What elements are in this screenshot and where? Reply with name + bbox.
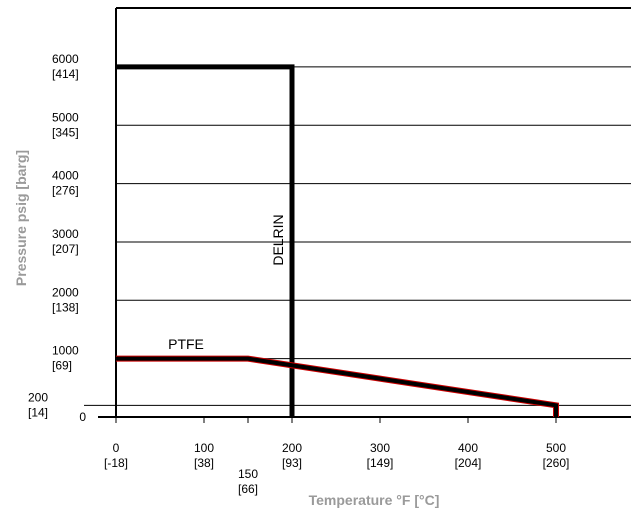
tick-labels: 0[-18]100[38]150[66]200[93]300[149]400[2… — [28, 52, 569, 496]
grid-lines — [84, 66, 631, 406]
x-tick-label-100: 100 — [194, 441, 214, 455]
x-tick-label-300: 300 — [370, 441, 390, 455]
y-tick-sublabel-200: [14] — [28, 405, 48, 419]
series-lines — [116, 64, 559, 417]
y-tick-sublabel-5000: [345] — [52, 125, 79, 139]
y-axis-title: Pressure psig [barg] — [13, 150, 29, 286]
y-tick-label-1000: 1000 — [52, 344, 79, 358]
y-tick-sublabel-2000: [138] — [52, 300, 79, 314]
x-axis-title: Temperature °F [°C] — [309, 492, 440, 508]
y-tick-label-6000: 6000 — [52, 52, 79, 66]
x-tick-sublabel-300: [149] — [367, 456, 394, 470]
y-tick-label-4000: 4000 — [52, 169, 79, 183]
y-tick-label-0: 0 — [79, 410, 86, 424]
y-tick-label-200: 200 — [28, 390, 48, 404]
y-tick-sublabel-3000: [207] — [52, 242, 79, 256]
ptfe-series-label: PTFE — [168, 336, 204, 352]
x-tick-sublabel-500: [260] — [543, 456, 570, 470]
y-tick-sublabel-4000: [276] — [52, 184, 79, 198]
x-tick-sublabel-0: [-18] — [104, 456, 128, 470]
x-tick-sublabel-150: [66] — [238, 482, 258, 496]
y-tick-sublabel-1000: [69] — [52, 359, 72, 373]
y-tick-label-2000: 2000 — [52, 285, 79, 299]
x-tick-sublabel-100: [38] — [194, 456, 214, 470]
x-tick-label-500: 500 — [546, 441, 566, 455]
x-tick-label-400: 400 — [458, 441, 478, 455]
x-tick-label-150: 150 — [238, 467, 258, 481]
y-tick-label-3000: 3000 — [52, 227, 79, 241]
x-tick-label-0: 0 — [113, 441, 120, 455]
y-tick-label-5000: 5000 — [52, 110, 79, 124]
axes — [98, 7, 631, 423]
x-tick-label-200: 200 — [282, 441, 302, 455]
ptfe-series-line — [116, 356, 558, 417]
ptfe-series-accent — [116, 355, 559, 417]
x-tick-sublabel-400: [204] — [455, 456, 482, 470]
y-tick-sublabel-6000: [414] — [52, 67, 79, 81]
x-tick-sublabel-200: [93] — [282, 456, 302, 470]
delrin-series-line — [116, 64, 295, 417]
delrin-series-label: DELRIN — [270, 214, 286, 265]
